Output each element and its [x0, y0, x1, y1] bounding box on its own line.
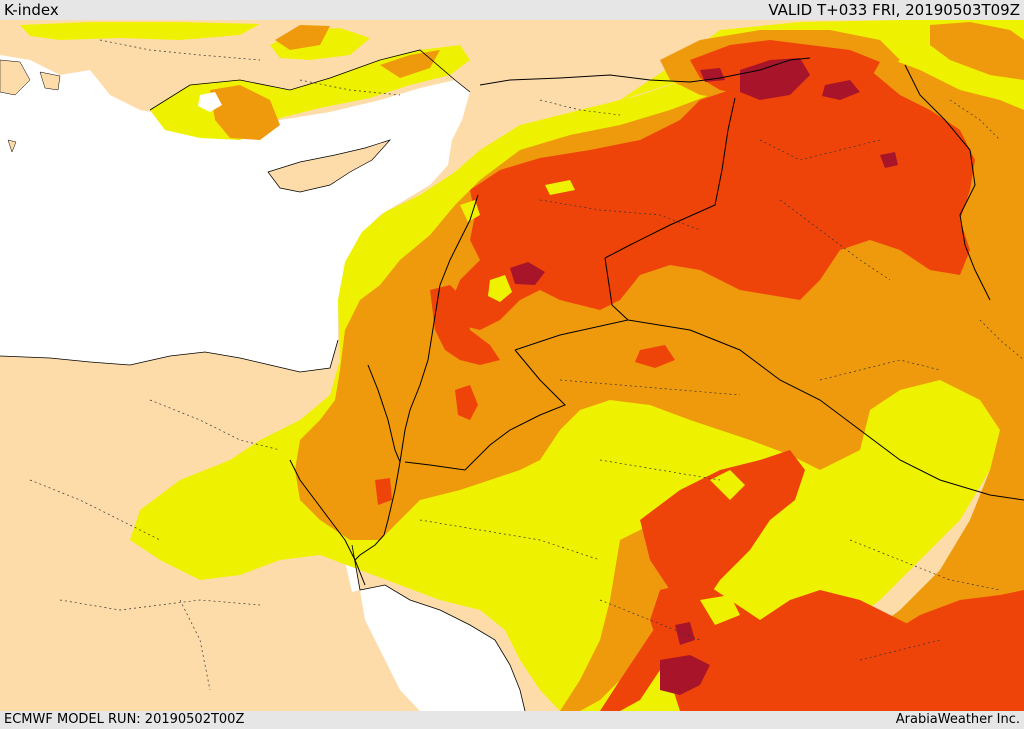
aegean-islands: [0, 59, 61, 153]
map-title: K-index: [4, 1, 59, 19]
map-header-bar: K-index VALID T+033 FRI, 20190503T09Z: [0, 0, 1024, 20]
valid-time-label: VALID T+033 FRI, 20190503T09Z: [768, 1, 1020, 19]
cyprus-island: [267, 139, 392, 193]
credit-label: ArabiaWeather Inc.: [895, 712, 1020, 727]
k-index-map: [0, 20, 1024, 711]
coastlines: [0, 49, 526, 711]
model-run-label: ECMWF MODEL RUN: 20190502T00Z: [4, 712, 245, 727]
red-sea: [360, 585, 525, 711]
k-index-spots: [460, 180, 975, 625]
mediterranean-sea: [0, 55, 470, 372]
province-borders: [29, 39, 1024, 691]
map-footer-bar: ECMWF MODEL RUN: 20190502T00Z ArabiaWeat…: [0, 711, 1024, 729]
k-index-level-4: [510, 58, 898, 695]
white-spot: [198, 92, 222, 112]
